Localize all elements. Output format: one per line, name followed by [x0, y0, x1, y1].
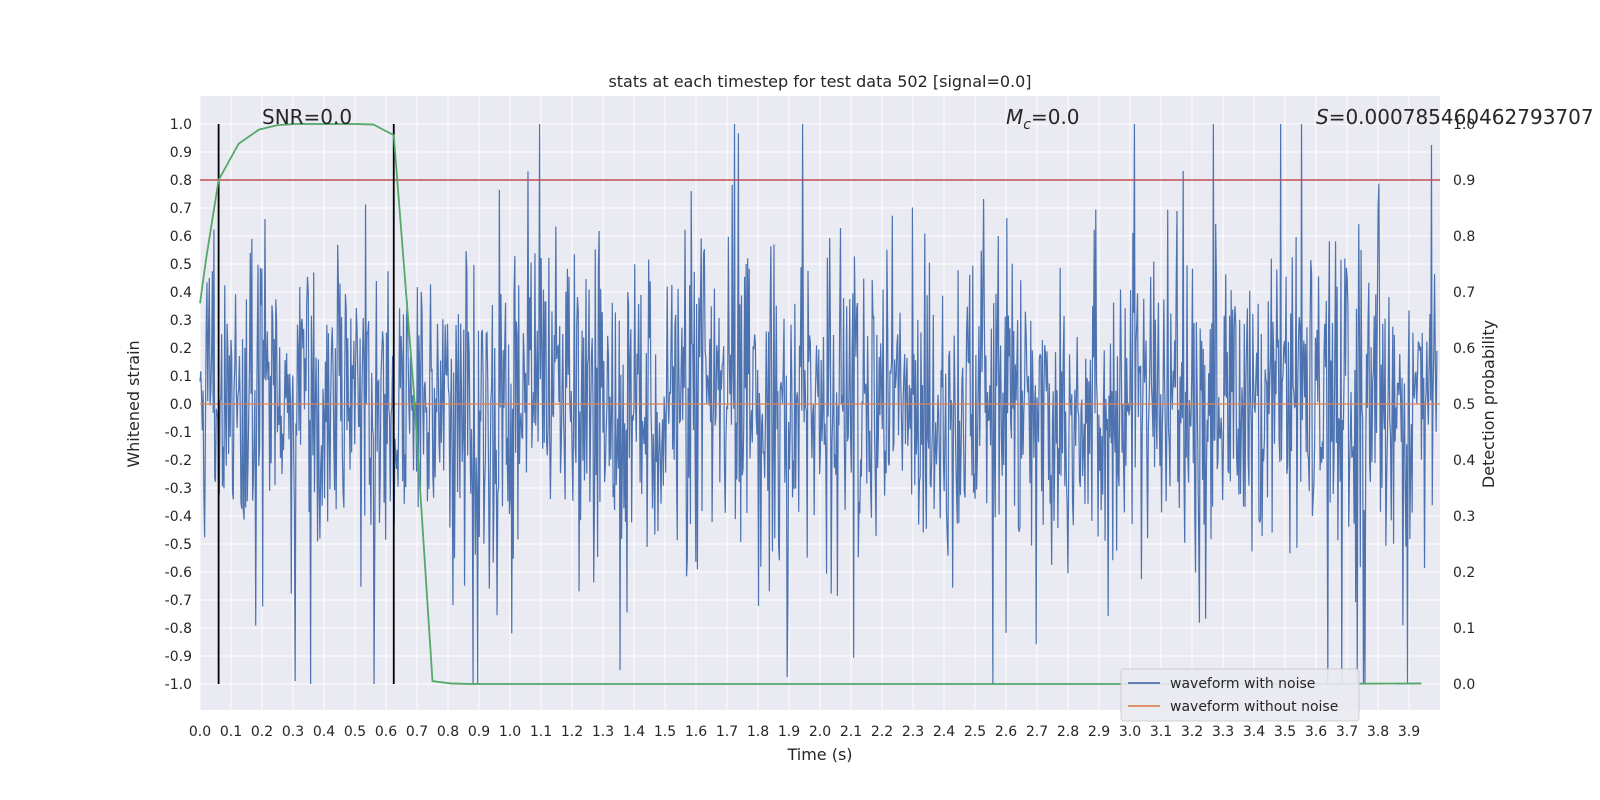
x-tick-label: 1.7 [716, 724, 738, 740]
x-tick-labels: 0.0 0.1 0.2 0.3 0.4 0.5 0.6 0.7 0.8 0.9 1.0 1.1 1.2 1… [189, 724, 1420, 740]
x-tick-label: 1.4 [623, 724, 645, 740]
x-tick-label: 1.6 [685, 724, 707, 740]
legend-box [1120, 668, 1360, 722]
x-tick-label: 0.6 [375, 724, 397, 740]
x-tick-label: 0.0 [189, 724, 211, 740]
left-y-tick-label: -0.8 [165, 621, 192, 637]
x-tick-label: 2.7 [1026, 724, 1048, 740]
right-y-tick-label: 0.2 [1453, 565, 1475, 581]
x-tick-label: 0.1 [220, 724, 242, 740]
right-y-tick-label: 0.4 [1453, 453, 1475, 469]
x-tick-label: 3.4 [1243, 724, 1265, 740]
detection-probability-line [199, 123, 1422, 685]
left-y-tick-label: 0.3 [170, 313, 192, 329]
x-tick-label: 1.5 [654, 724, 676, 740]
left-y-tick-label: 0.1 [170, 369, 192, 385]
x-tick-label: 1.2 [561, 724, 583, 740]
waveform-with-noise-line [199, 123, 1438, 685]
left-y-tick-label: -0.7 [165, 593, 192, 609]
right-y-tick-label: 0.7 [1453, 285, 1475, 301]
x-tick-label: 1.8 [747, 724, 769, 740]
left-y-tick-label: 0.8 [170, 173, 192, 189]
s-annotation: S=0.000785460462793707 [1316, 105, 1594, 129]
x-tick-label: 3.1 [1150, 724, 1172, 740]
x-tick-label: 0.5 [344, 724, 366, 740]
right-y-tick-label: 1.0 [1453, 117, 1475, 133]
left-y-tick-label: -0.2 [165, 453, 192, 469]
x-tick-label: 2.1 [840, 724, 862, 740]
left-y-tick-label: -0.5 [165, 537, 192, 553]
x-axis-label: Time (s) [786, 745, 852, 764]
x-tick-label: 1.9 [778, 724, 800, 740]
x-tick-label: 1.3 [592, 724, 614, 740]
x-tick-label: 1.0 [499, 724, 521, 740]
left-y-tick-label: -0.9 [165, 649, 192, 665]
left-y-tick-label: -0.1 [165, 425, 192, 441]
x-tick-label: 2.0 [809, 724, 831, 740]
x-tick-label: 0.2 [251, 724, 273, 740]
series-waveform-with-noise [199, 123, 1438, 685]
legend: waveform with noise waveform without noi… [1120, 668, 1360, 722]
mc-annotation: Mc=0.0 [1006, 105, 1080, 133]
left-y-tick-label: -0.6 [165, 565, 192, 581]
right-y-tick-label: 0.1 [1453, 621, 1475, 637]
chart-title: stats at each timestep for test data 502… [608, 72, 1031, 91]
left-y-tick-label: 0.0 [170, 397, 192, 413]
x-tick-label: 0.9 [468, 724, 490, 740]
x-tick-label: 2.2 [871, 724, 893, 740]
right-y-axis-label: Detection probability [1479, 320, 1498, 488]
x-tick-label: 3.2 [1181, 724, 1203, 740]
x-tick-label: 3.8 [1367, 724, 1389, 740]
right-y-tick-label: 0.5 [1453, 397, 1475, 413]
x-tick-label: 2.6 [995, 724, 1017, 740]
legend-label-clean: waveform without noise [1170, 699, 1338, 715]
right-y-tick-label: 0.8 [1453, 229, 1475, 245]
left-y-tick-label: 0.7 [170, 201, 192, 217]
x-tick-label: 0.4 [313, 724, 335, 740]
x-tick-label: 2.5 [964, 724, 986, 740]
overlay [199, 123, 1440, 685]
right-y-tick-labels: 1.0 0.9 0.8 0.7 0.6 0.5 0.4 0.3 0.2 0.1 0.0 [1453, 117, 1475, 693]
x-tick-label: 0.3 [282, 724, 304, 740]
left-y-tick-label: 1.0 [170, 117, 192, 133]
x-tick-label: 2.8 [1057, 724, 1079, 740]
x-tick-label: 3.9 [1398, 724, 1420, 740]
x-tick-label: 3.3 [1212, 724, 1234, 740]
right-y-tick-label: 0.0 [1453, 677, 1475, 693]
x-tick-label: 2.4 [933, 724, 955, 740]
right-y-tick-label: 0.9 [1453, 173, 1475, 189]
left-y-tick-label: -0.3 [165, 481, 192, 497]
x-tick-label: 1.1 [530, 724, 552, 740]
right-y-tick-label: 0.6 [1453, 341, 1475, 357]
x-tick-label: 2.3 [902, 724, 924, 740]
legend-label-noisy: waveform with noise [1170, 676, 1315, 692]
x-tick-label: 3.0 [1119, 724, 1141, 740]
left-y-tick-label: -1.0 [165, 677, 192, 693]
left-y-tick-label: 0.9 [170, 145, 192, 161]
x-tick-label: 0.7 [406, 724, 428, 740]
left-y-axis-label: Whitened strain [124, 340, 143, 467]
x-tick-label: 3.6 [1305, 724, 1327, 740]
x-tick-label: 3.7 [1336, 724, 1358, 740]
left-y-tick-label: -0.4 [165, 509, 192, 525]
left-y-tick-labels: 1.0 0.9 0.8 0.7 0.6 0.5 0.4 0.3 0.2 0.1 0.0 -0.1 -0.… [165, 117, 192, 693]
right-y-tick-label: 0.3 [1453, 509, 1475, 525]
left-y-tick-label: 0.5 [170, 257, 192, 273]
left-y-tick-label: 0.6 [170, 229, 192, 245]
snr-annotation: SNR=0.0 [262, 105, 352, 129]
left-y-tick-label: 0.4 [170, 285, 192, 301]
x-tick-label: 2.9 [1088, 724, 1110, 740]
left-y-tick-label: 0.2 [170, 341, 192, 357]
x-tick-label: 3.5 [1274, 724, 1296, 740]
x-tick-label: 0.8 [437, 724, 459, 740]
